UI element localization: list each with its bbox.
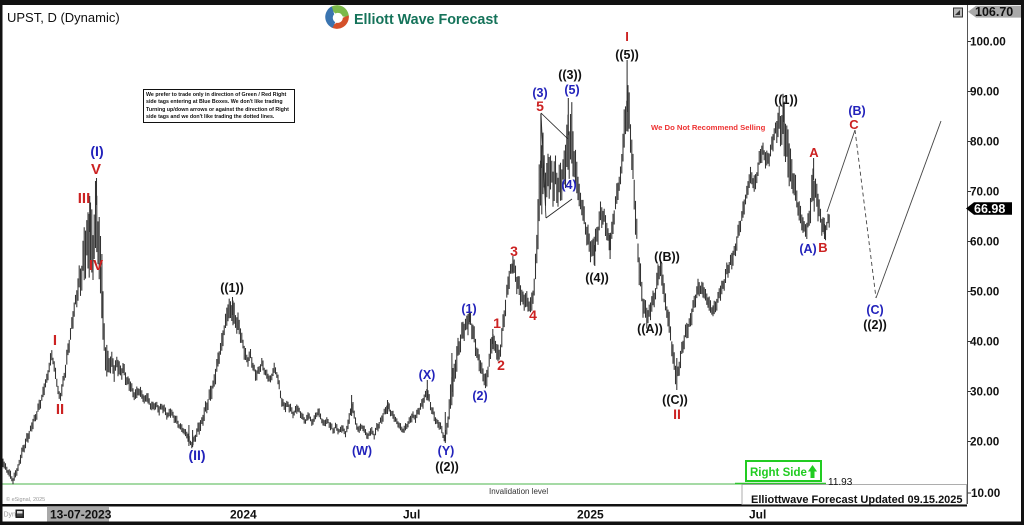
svg-text:4: 4 bbox=[529, 307, 537, 323]
svg-text:I: I bbox=[625, 29, 629, 44]
svg-text:50.00: 50.00 bbox=[970, 286, 1000, 299]
svg-text:(A): (A) bbox=[799, 242, 816, 256]
svg-text:3: 3 bbox=[510, 243, 518, 259]
svg-text:11.93: 11.93 bbox=[828, 477, 853, 488]
svg-text:UPST, D (Dynamic): UPST, D (Dynamic) bbox=[7, 10, 120, 25]
svg-text:2024: 2024 bbox=[230, 508, 257, 522]
svg-text:Jul: Jul bbox=[403, 508, 420, 522]
svg-text:(5): (5) bbox=[564, 83, 579, 97]
svg-text:((A)): ((A)) bbox=[637, 322, 663, 336]
svg-text:106.70: 106.70 bbox=[975, 5, 1013, 19]
svg-text:Invalidation level: Invalidation level bbox=[489, 487, 548, 496]
svg-text:(4): (4) bbox=[561, 178, 576, 192]
svg-text:(2): (2) bbox=[472, 389, 487, 403]
svg-text:13-07-2023: 13-07-2023 bbox=[50, 508, 112, 522]
svg-text:(C): (C) bbox=[866, 303, 883, 317]
svg-text:30.00: 30.00 bbox=[970, 386, 1000, 399]
svg-text:Dyn: Dyn bbox=[4, 512, 17, 519]
svg-text:((4)): ((4)) bbox=[585, 271, 609, 285]
svg-text:B: B bbox=[818, 240, 827, 255]
svg-text:((5)): ((5)) bbox=[615, 48, 639, 62]
svg-text:(I): (I) bbox=[90, 143, 103, 159]
svg-text:90.00: 90.00 bbox=[970, 86, 1000, 99]
svg-text:2: 2 bbox=[497, 357, 505, 373]
svg-text:I: I bbox=[53, 332, 57, 349]
svg-text:(Y): (Y) bbox=[438, 444, 455, 458]
svg-text:II: II bbox=[56, 401, 64, 418]
svg-text:III: III bbox=[78, 190, 91, 207]
svg-text:Right Side: Right Side bbox=[750, 467, 807, 479]
svg-text:100.00: 100.00 bbox=[970, 36, 1006, 49]
svg-text:((2)): ((2)) bbox=[435, 460, 459, 474]
svg-text:IV: IV bbox=[89, 257, 103, 274]
svg-text:(W): (W) bbox=[352, 444, 372, 458]
svg-text:Elliottwave Forecast Updated 0: Elliottwave Forecast Updated 09.15.2025 bbox=[751, 494, 963, 506]
svg-text:C: C bbox=[849, 117, 859, 132]
svg-text:((2)): ((2)) bbox=[863, 318, 887, 332]
svg-text:80.00: 80.00 bbox=[970, 136, 1000, 149]
svg-text:70.00: 70.00 bbox=[970, 186, 1000, 199]
svg-text:66.98: 66.98 bbox=[974, 202, 1005, 216]
svg-text:20.00: 20.00 bbox=[970, 436, 1000, 449]
svg-text:((B)): ((B)) bbox=[654, 250, 680, 264]
svg-text:Jul: Jul bbox=[749, 508, 766, 522]
svg-text:We Do Not Recommend Selling: We Do Not Recommend Selling bbox=[651, 123, 766, 132]
svg-text:((3)): ((3)) bbox=[558, 68, 582, 82]
svg-text:1: 1 bbox=[493, 315, 501, 331]
svg-text:(II): (II) bbox=[188, 447, 205, 463]
svg-text:(X): (X) bbox=[419, 368, 436, 382]
svg-text:(1): (1) bbox=[461, 302, 476, 316]
svg-text:60.00: 60.00 bbox=[970, 236, 1000, 249]
svg-text:A: A bbox=[809, 145, 819, 160]
svg-text:(3): (3) bbox=[532, 86, 547, 100]
svg-text:((1)): ((1)) bbox=[220, 281, 244, 295]
svg-text:2025: 2025 bbox=[577, 508, 604, 522]
svg-text:10.00: 10.00 bbox=[971, 487, 1001, 500]
svg-text:5: 5 bbox=[536, 98, 544, 114]
svg-text:(B): (B) bbox=[848, 104, 865, 118]
svg-text:V: V bbox=[91, 161, 101, 178]
svg-text:Elliott Wave Forecast: Elliott Wave Forecast bbox=[354, 12, 498, 28]
svg-text:40.00: 40.00 bbox=[970, 336, 1000, 349]
svg-text:© eSignal, 2025: © eSignal, 2025 bbox=[6, 496, 45, 503]
svg-text:II: II bbox=[673, 406, 681, 422]
svg-text:((C)): ((C)) bbox=[662, 393, 688, 407]
svg-text:((1)): ((1)) bbox=[774, 93, 798, 107]
